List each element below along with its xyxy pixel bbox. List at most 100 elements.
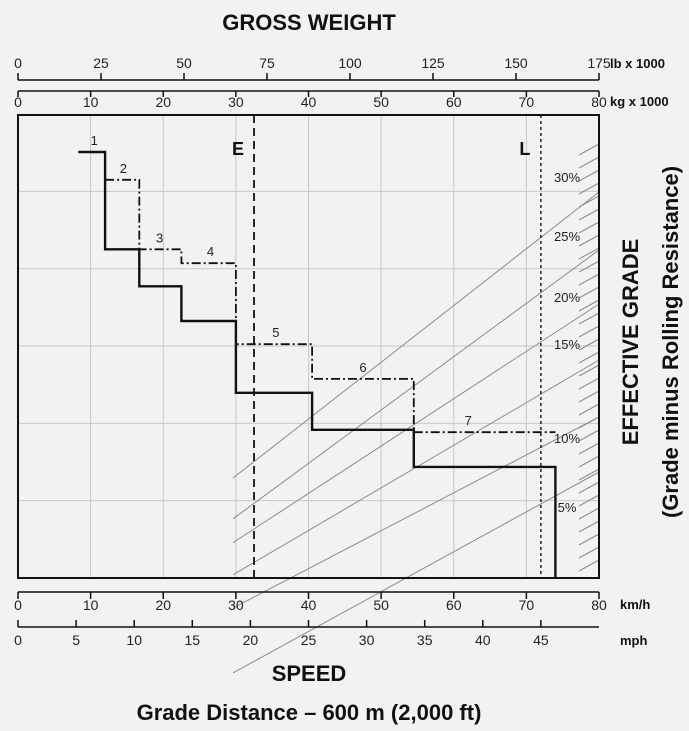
weight-lb-tick-label: 0 <box>14 55 22 71</box>
gear-label-2: 2 <box>120 161 127 176</box>
scale-hatch-mark <box>578 143 600 156</box>
grade-label: 5% <box>558 500 577 515</box>
grade-label: 15% <box>554 337 580 352</box>
plot-frame <box>17 114 600 579</box>
speed-kmh-tick-label: 30 <box>228 597 244 613</box>
grade-label: 30% <box>554 170 580 185</box>
speed-kmh-tick-label: 0 <box>14 597 22 613</box>
scale-hatch-mark <box>578 351 600 364</box>
scale-hatch-mark <box>578 520 600 533</box>
weight-lb-axis: 0 25 50 75 100 125 150 175 lb x 1000 <box>14 55 665 81</box>
speed-mph-unit: mph <box>620 633 648 648</box>
weight-lb-tick-label: 75 <box>259 55 275 71</box>
scale-hatch-mark <box>578 312 600 325</box>
weight-kg-tick-label: 10 <box>83 94 99 110</box>
speed-mph-tick-label: 40 <box>475 632 491 648</box>
grade-ray <box>232 249 600 520</box>
scale-hatch-mark <box>578 416 600 429</box>
gear-label-7: 7 <box>465 413 472 428</box>
gear-label-1: 1 <box>91 133 98 148</box>
weight-lb-tick-label: 50 <box>176 55 192 71</box>
scale-hatch-mark <box>578 299 600 312</box>
grade-label: 10% <box>554 431 580 446</box>
speed-mph-tick-label: 15 <box>185 632 201 648</box>
scale-hatch-mark <box>578 273 600 286</box>
speed-kmh-tick-label: 60 <box>446 597 462 613</box>
speed-mph-tick-label: 10 <box>126 632 142 648</box>
scale-hatch-mark <box>578 442 600 455</box>
scale-hatch-mark <box>578 156 600 169</box>
right-axis-title: EFFECTIVE GRADE (Grade minus Rolling Res… <box>618 166 683 518</box>
scale-hatch-mark <box>578 377 600 390</box>
weight-kg-tick-label: 0 <box>14 94 22 110</box>
weight-lb-unit: lb x 1000 <box>610 56 665 71</box>
weight-kg-tick-label: 80 <box>591 94 607 110</box>
scale-hatch-mark <box>578 481 600 494</box>
speed-mph-tick-label: 35 <box>417 632 433 648</box>
weight-lb-tick-label: 125 <box>421 55 445 71</box>
grade-ray <box>232 191 600 479</box>
speed-mph-tick-label: 20 <box>243 632 259 648</box>
right-title-line2: (Grade minus Rolling Resistance) <box>658 166 683 518</box>
speed-kmh-tick-label: 40 <box>301 597 317 613</box>
right-title-line1: EFFECTIVE GRADE <box>618 239 643 446</box>
scale-hatch-mark <box>578 182 600 195</box>
scale-hatch-mark <box>578 533 600 546</box>
marker-label-l: L <box>519 139 530 159</box>
gear-label-3: 3 <box>156 230 163 245</box>
gear-label-4: 4 <box>207 244 214 259</box>
chart-subtitle: Grade Distance – 600 m (2,000 ft) <box>137 700 482 725</box>
grade-label: 25% <box>554 229 580 244</box>
weight-kg-unit: kg x 1000 <box>610 94 669 109</box>
speed-kmh-tick-label: 20 <box>155 597 171 613</box>
scale-hatch-mark <box>578 208 600 221</box>
series-rimpull <box>78 150 557 578</box>
grade-ray <box>232 303 600 544</box>
scale-hatch-mark <box>578 559 600 572</box>
speed-kmh-axis: 0 10 20 30 40 50 60 70 80 km/h <box>14 591 650 613</box>
scale-hatch-mark <box>578 325 600 338</box>
speed-mph-tick-label: 30 <box>359 632 375 648</box>
speed-kmh-unit: km/h <box>620 597 650 612</box>
speed-mph-tick-label: 5 <box>72 632 80 648</box>
marker-label-e: E <box>232 139 244 159</box>
x-axis-title: SPEED <box>272 661 347 686</box>
weight-kg-tick-label: 70 <box>519 94 535 110</box>
scale-hatch-mark <box>578 221 600 234</box>
speed-kmh-tick-label: 10 <box>83 597 99 613</box>
scale-hatch-mark <box>578 546 600 559</box>
weight-kg-tick-label: 50 <box>373 94 389 110</box>
series-retarding <box>105 178 556 434</box>
scale-hatch-mark <box>578 468 600 481</box>
weight-lb-tick-label: 175 <box>587 55 611 71</box>
weight-kg-axis: 0 10 20 30 40 50 60 70 80 kg x 1000 <box>14 90 669 110</box>
scale-hatch-mark <box>578 429 600 442</box>
grade-label: 20% <box>554 290 580 305</box>
grade-ray <box>232 471 600 674</box>
gear-label-5: 5 <box>272 325 279 340</box>
scale-hatch-mark <box>578 338 600 351</box>
scale-hatch-mark <box>578 195 600 208</box>
scale-hatch-mark <box>578 260 600 273</box>
speed-mph-tick-label: 45 <box>533 632 549 648</box>
weight-lb-tick-label: 100 <box>338 55 362 71</box>
scale-hatch-mark <box>578 286 600 299</box>
scale-hatch-mark <box>578 507 600 520</box>
weight-kg-tick-label: 60 <box>446 94 462 110</box>
speed-mph-axis: 0 5 10 15 20 25 30 35 40 45 mph <box>14 620 648 648</box>
scale-hatch-mark <box>578 364 600 377</box>
gear-label-6: 6 <box>359 360 366 375</box>
chart-title: GROSS WEIGHT <box>222 10 396 35</box>
speed-kmh-tick-label: 70 <box>519 597 535 613</box>
scale-hatch-mark <box>578 494 600 507</box>
scale-hatch-mark <box>578 234 600 247</box>
scale-hatch-mark <box>578 247 600 260</box>
weight-lb-tick-label: 25 <box>93 55 109 71</box>
speed-kmh-tick-label: 80 <box>591 597 607 613</box>
grade-ray <box>232 416 600 609</box>
weight-kg-tick-label: 30 <box>228 94 244 110</box>
weight-kg-tick-label: 20 <box>155 94 171 110</box>
weight-lb-tick-label: 150 <box>504 55 528 71</box>
